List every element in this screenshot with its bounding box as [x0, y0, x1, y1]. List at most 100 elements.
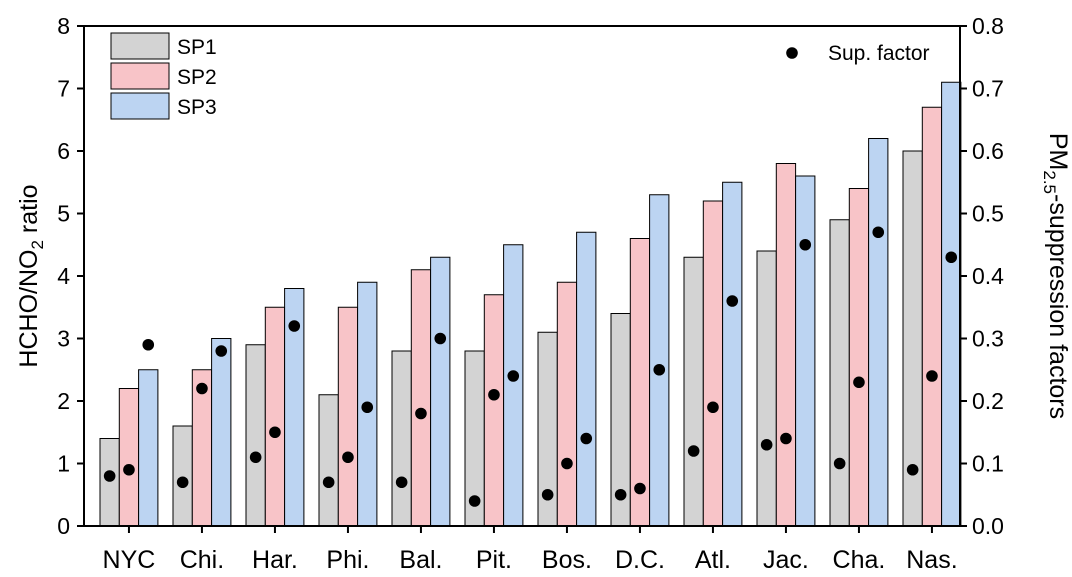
y-axis-title-tail: ratio [15, 184, 43, 240]
y2-axis-title-tail: -suppression factors [1044, 194, 1072, 419]
bar-sp2-2 [264, 306, 286, 527]
scatter-layer [103, 226, 958, 507]
sup-factor-point-1-2 [215, 345, 228, 357]
left-tick-label-8: 8 [57, 13, 70, 39]
right-tick-label-8: 0.8 [972, 13, 1004, 39]
bar-sp1-0 [99, 438, 120, 527]
bar-sp3-7 [649, 194, 670, 527]
bar-sp3-8 [722, 181, 743, 527]
left-tick-label-2: 2 [57, 388, 70, 414]
legend-label-sup-factor: Sup. factor [828, 42, 930, 65]
legend-marker-sup-factor [786, 47, 798, 59]
left-tick-label-3: 3 [57, 326, 70, 352]
category-label-2: Har. [252, 546, 298, 574]
sup-factor-point-5-2 [507, 370, 520, 382]
category-label-0: NYC [103, 546, 156, 574]
category-label-5: Pit. [476, 546, 512, 574]
bar-sp2-6 [556, 281, 578, 527]
bar-sp1-10 [829, 219, 850, 527]
bar-sp2-8 [702, 200, 724, 527]
bar-sp1-1 [172, 425, 193, 527]
y2-axis-title-sub: 2.5 [1040, 170, 1059, 194]
bar-sp3-9 [795, 175, 816, 527]
left-tick-label-0: 0 [57, 513, 70, 539]
sup-factor-point-7-2 [653, 363, 666, 376]
sup-factor-point-5-1 [488, 388, 500, 401]
legend-swatch-sp3 [110, 92, 170, 120]
sup-factor-point-11-1 [926, 370, 938, 382]
sup-factor-point-8-0 [687, 445, 700, 457]
category-label-10: Cha. [833, 546, 886, 574]
category-label-8: Atl. [695, 546, 731, 574]
bar-sp3-10 [868, 138, 889, 527]
bar-sp3-1 [211, 338, 232, 527]
right-tick-label-5: 0.5 [972, 201, 1004, 227]
sup-factor-point-1-1 [196, 382, 208, 395]
sup-factor-point-4-0 [395, 476, 408, 489]
sup-factor-point-11-0 [906, 463, 919, 476]
right-tick-label-0: 0.0 [972, 513, 1004, 539]
bar-sp2-10 [848, 188, 870, 527]
legend-label-sp2: SP2 [177, 66, 217, 89]
bar-sp1-4 [391, 350, 412, 527]
y-axis-title-sub: 2 [28, 240, 47, 249]
sup-factor-point-9-1 [780, 432, 792, 445]
bar-sp3-4 [430, 256, 451, 527]
right-tick-label-6: 0.6 [972, 138, 1004, 164]
category-label-1: Chi. [180, 546, 224, 574]
bar-sp1-8 [683, 256, 704, 527]
sup-factor-point-2-0 [249, 451, 262, 464]
sup-factor-point-9-0 [760, 438, 773, 451]
legend: SP1 SP2 SP3 Sup. factor [110, 32, 930, 120]
legend-label-sp1: SP1 [177, 36, 217, 59]
category-label-11: Nas. [906, 546, 957, 574]
sup-factor-point-6-2 [580, 432, 593, 445]
axes-layer: 0 1 2 3 4 5 6 7 8 0.0 0.1 0.2 0.3 0.4 0.5 0.6 0.7 0.8 NYC C… [15, 13, 1072, 574]
sup-factor-point-6-1 [561, 457, 573, 470]
y2-axis-title: PM2.5-suppression factors [1040, 133, 1072, 419]
left-tick-label-4: 4 [57, 263, 70, 289]
sup-factor-point-7-1 [634, 482, 646, 495]
sup-factor-point-8-2 [726, 295, 739, 307]
right-tick-label-2: 0.2 [972, 388, 1004, 414]
legend-label-sp3: SP3 [177, 96, 217, 119]
bar-sp2-0 [118, 388, 140, 527]
sup-factor-point-10-2 [872, 226, 885, 239]
sup-factor-point-2-2 [288, 320, 301, 332]
left-tick-label-7: 7 [57, 76, 70, 102]
sup-factor-point-0-1 [123, 463, 135, 476]
sup-factor-point-6-0 [541, 488, 554, 501]
legend-swatch-sp2 [110, 62, 170, 90]
bar-sp2-3 [337, 306, 359, 527]
sup-factor-point-1-0 [176, 476, 189, 489]
bar-sp2-9 [775, 163, 797, 527]
right-tick-label-4: 0.4 [972, 263, 1004, 289]
sup-factor-point-3-2 [361, 401, 374, 414]
left-tick-label-6: 6 [57, 138, 70, 164]
category-label-3: Phi. [326, 546, 369, 574]
sup-factor-point-3-0 [322, 476, 335, 489]
bar-sp2-11 [921, 106, 943, 527]
y-axis-title-main: HCHO/NO [15, 250, 43, 368]
left-tick-label-1: 1 [57, 451, 70, 477]
bar-sp1-3 [318, 394, 339, 527]
sup-factor-point-10-0 [833, 457, 846, 470]
right-tick-label-3: 0.3 [972, 326, 1004, 352]
sup-factor-point-4-2 [434, 332, 447, 345]
bar-sp1-2 [245, 344, 266, 527]
legend-swatch-sp1 [110, 32, 170, 60]
bars-layer [99, 81, 962, 527]
y2-axis-title-main: PM [1044, 133, 1072, 171]
sup-factor-point-7-0 [614, 488, 627, 501]
bar-sp3-6 [576, 231, 597, 527]
sup-factor-point-4-1 [415, 407, 427, 420]
sup-factor-point-2-1 [269, 426, 281, 439]
y-axis-title: HCHO/NO2 ratio [15, 184, 47, 367]
sup-factor-point-10-1 [853, 376, 865, 389]
left-tick-label-5: 5 [57, 201, 70, 227]
category-label-6: Bos. [542, 546, 592, 574]
category-label-9: Jac. [763, 546, 809, 574]
bar-sp1-9 [756, 250, 777, 527]
sup-factor-point-8-1 [707, 401, 719, 414]
